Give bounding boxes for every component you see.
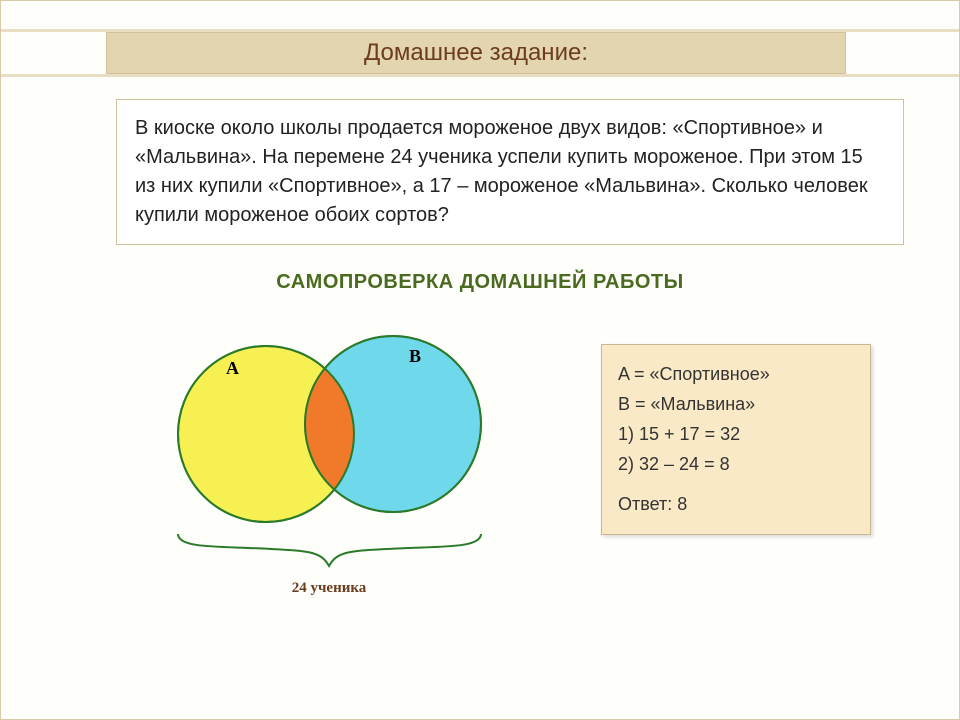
venn-label-a: A <box>226 358 239 378</box>
self-check-heading: САМОПРОВЕРКА ДОМАШНЕЙ РАБОТЫ <box>1 271 959 294</box>
venn-brace <box>178 534 481 566</box>
problem-text: В киоске около школы продается мороженое… <box>135 117 868 226</box>
header-banner: Домашнее задание: <box>106 32 846 74</box>
page-title: Домашнее задание: <box>364 39 588 66</box>
answer-line: B = «Мальвина» <box>618 391 854 419</box>
answer-final: Ответ: 8 <box>618 491 854 519</box>
answer-line: 1) 15 + 17 = 32 <box>618 421 854 449</box>
answer-line: 2) 32 – 24 = 8 <box>618 451 854 479</box>
problem-text-box: В киоске около школы продается мороженое… <box>116 99 904 245</box>
header-stripe: Домашнее задание: <box>1 29 959 77</box>
venn-caption: 24 ученика <box>292 580 367 596</box>
page-frame: Домашнее задание: В киоске около школы п… <box>0 0 960 720</box>
diagram-area: A B 24 ученика A = «Спортивное» B = «Мал… <box>1 294 960 654</box>
answer-box: A = «Спортивное» B = «Мальвина» 1) 15 + … <box>601 344 871 535</box>
venn-diagram: A B 24 ученика <box>131 314 531 614</box>
venn-label-b: B <box>409 346 421 366</box>
answer-line: A = «Спортивное» <box>618 361 854 389</box>
